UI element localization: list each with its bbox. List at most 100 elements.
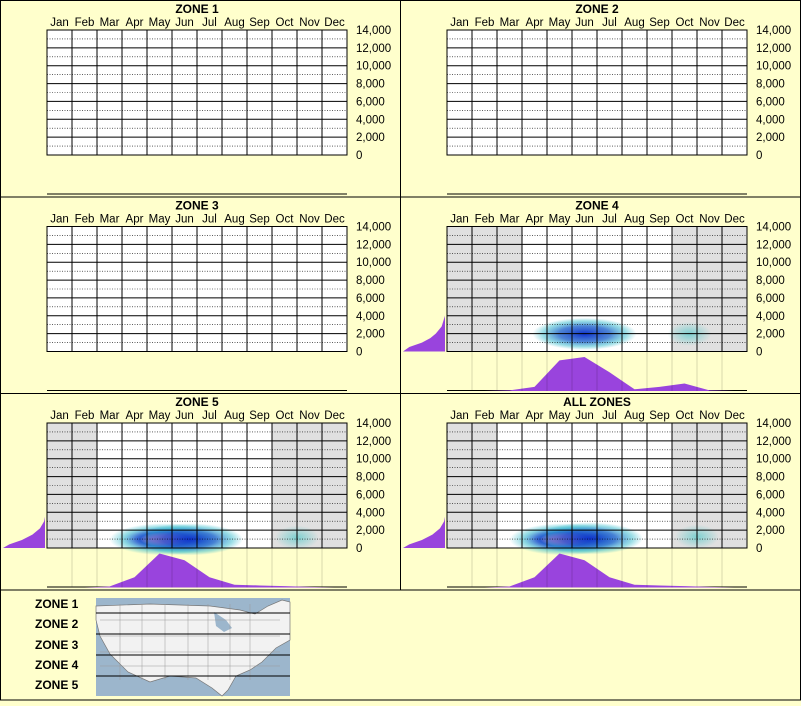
y-tick-label: 0 xyxy=(356,543,362,555)
y-tick-label: 8,000 xyxy=(756,79,785,91)
elevation-density xyxy=(3,516,45,548)
map-state-lines xyxy=(100,604,280,680)
elevation-density xyxy=(403,315,445,352)
month-label-sep: Sep xyxy=(649,17,669,29)
us-map-icon xyxy=(95,598,291,697)
legend-zone-1: ZONE 1 xyxy=(35,597,79,611)
month-label-jan: Jan xyxy=(450,17,469,29)
y-tick-label: 10,000 xyxy=(356,257,391,269)
month-label-oct: Oct xyxy=(276,17,295,29)
y-tick-label: 2,000 xyxy=(356,132,385,144)
month-label-may: May xyxy=(549,17,571,29)
month-label-sep: Sep xyxy=(249,214,269,226)
month-label-feb: Feb xyxy=(75,214,95,226)
y-tick-label: 8,000 xyxy=(756,472,785,484)
y-tick-label: 0 xyxy=(756,347,762,359)
legend-zone-5: ZONE 5 xyxy=(35,678,79,692)
y-tick-label: 14,000 xyxy=(356,222,391,234)
month-label-mar: Mar xyxy=(100,214,120,226)
month-label-nov: Nov xyxy=(299,214,320,226)
month-label-nov: Nov xyxy=(299,410,320,422)
month-label-jun: Jun xyxy=(575,214,594,226)
month-label-oct: Oct xyxy=(676,17,695,29)
y-tick-label: 6,000 xyxy=(356,293,385,305)
y-tick-label: 14,000 xyxy=(756,25,791,37)
month-label-jul: Jul xyxy=(602,214,617,226)
y-tick-label: 10,000 xyxy=(756,61,791,73)
month-label-aug: Aug xyxy=(624,214,644,226)
month-label-nov: Nov xyxy=(699,17,720,29)
month-label-apr: Apr xyxy=(526,410,544,422)
y-tick-label: 12,000 xyxy=(756,239,791,251)
month-label-may: May xyxy=(549,410,571,422)
y-tick-label: 6,000 xyxy=(756,489,785,501)
zone-panel-5: ZONE 5 Jan Feb Mar Apr May Jun Jul Aug Sep Oct Nov D… xyxy=(0,393,401,591)
month-label-aug: Aug xyxy=(224,17,244,29)
month-label-dec: Dec xyxy=(324,410,345,422)
month-label-jun: Jun xyxy=(175,214,194,226)
panel-title: ZONE 1 xyxy=(175,2,219,16)
legend-zone-4: ZONE 4 xyxy=(35,658,79,672)
y-tick-label: 14,000 xyxy=(756,222,791,234)
map-lakes xyxy=(214,612,232,632)
plot-frame xyxy=(46,29,348,156)
month-label-oct: Oct xyxy=(676,214,695,226)
month-label-apr: Apr xyxy=(526,17,544,29)
plot-frame xyxy=(446,29,748,156)
month-label-apr: Apr xyxy=(126,214,144,226)
heat-spot-2 xyxy=(536,522,643,555)
y-tick-label: 8,000 xyxy=(356,275,385,287)
month-label-aug: Aug xyxy=(224,214,244,226)
month-label-jun: Jun xyxy=(175,410,194,422)
month-label-jan: Jan xyxy=(450,214,469,226)
month-label-dec: Dec xyxy=(724,214,745,226)
month-label-oct: Oct xyxy=(676,410,695,422)
y-tick-label: 4,000 xyxy=(356,507,385,519)
panel-title: ALL ZONES xyxy=(563,395,631,409)
month-label-apr: Apr xyxy=(126,17,144,29)
month-label-sep: Sep xyxy=(649,410,669,422)
y-tick-label: 10,000 xyxy=(756,257,791,269)
month-label-sep: Sep xyxy=(249,410,269,422)
zone-panel-1: ZONE 1 Jan Feb Mar Apr May Jun Jul Aug Sep Oct Nov D… xyxy=(0,0,401,198)
y-tick-label: 14,000 xyxy=(356,25,391,37)
month-label-mar: Mar xyxy=(100,410,120,422)
month-label-jun: Jun xyxy=(575,17,594,29)
month-label-nov: Nov xyxy=(699,214,720,226)
month-label-jul: Jul xyxy=(202,17,217,29)
y-tick-label: 10,000 xyxy=(356,61,391,73)
zone-panel-4: ZONE 4 Jan Feb Mar Apr May Jun Jul Aug Sep Oct Nov D… xyxy=(400,196,801,394)
y-tick-label: 6,000 xyxy=(356,96,385,108)
month-label-dec: Dec xyxy=(324,17,345,29)
month-label-mar: Mar xyxy=(500,214,520,226)
y-tick-label: 2,000 xyxy=(356,525,385,537)
month-label-may: May xyxy=(549,214,571,226)
y-tick-label: 10,000 xyxy=(756,454,791,466)
y-tick-label: 0 xyxy=(756,543,762,555)
y-tick-label: 2,000 xyxy=(756,132,785,144)
month-label-mar: Mar xyxy=(500,410,520,422)
panel-title: ZONE 2 xyxy=(575,2,619,16)
month-label-nov: Nov xyxy=(299,17,320,29)
y-tick-label: 12,000 xyxy=(356,239,391,251)
month-label-sep: Sep xyxy=(249,17,269,29)
y-tick-label: 4,000 xyxy=(356,114,385,126)
zone-panel-2: ZONE 2 Jan Feb Mar Apr May Jun Jul Aug Sep Oct Nov D… xyxy=(400,0,801,198)
month-label-sep: Sep xyxy=(649,214,669,226)
y-tick-label: 12,000 xyxy=(356,43,391,55)
month-label-jun: Jun xyxy=(175,17,194,29)
month-label-mar: Mar xyxy=(100,17,120,29)
y-tick-label: 0 xyxy=(756,150,762,162)
panel-title: ZONE 3 xyxy=(175,199,219,213)
zone-panel-3: ZONE 3 Jan Feb Mar Apr May Jun Jul Aug Sep Oct Nov D… xyxy=(0,196,401,394)
month-label-dec: Dec xyxy=(724,17,745,29)
month-label-apr: Apr xyxy=(526,214,544,226)
y-tick-label: 12,000 xyxy=(756,436,791,448)
y-tick-label: 8,000 xyxy=(356,79,385,91)
month-label-feb: Feb xyxy=(475,214,495,226)
y-tick-label: 4,000 xyxy=(756,114,785,126)
month-label-feb: Feb xyxy=(75,17,95,29)
month-label-feb: Feb xyxy=(475,410,495,422)
y-tick-label: 2,000 xyxy=(356,329,385,341)
